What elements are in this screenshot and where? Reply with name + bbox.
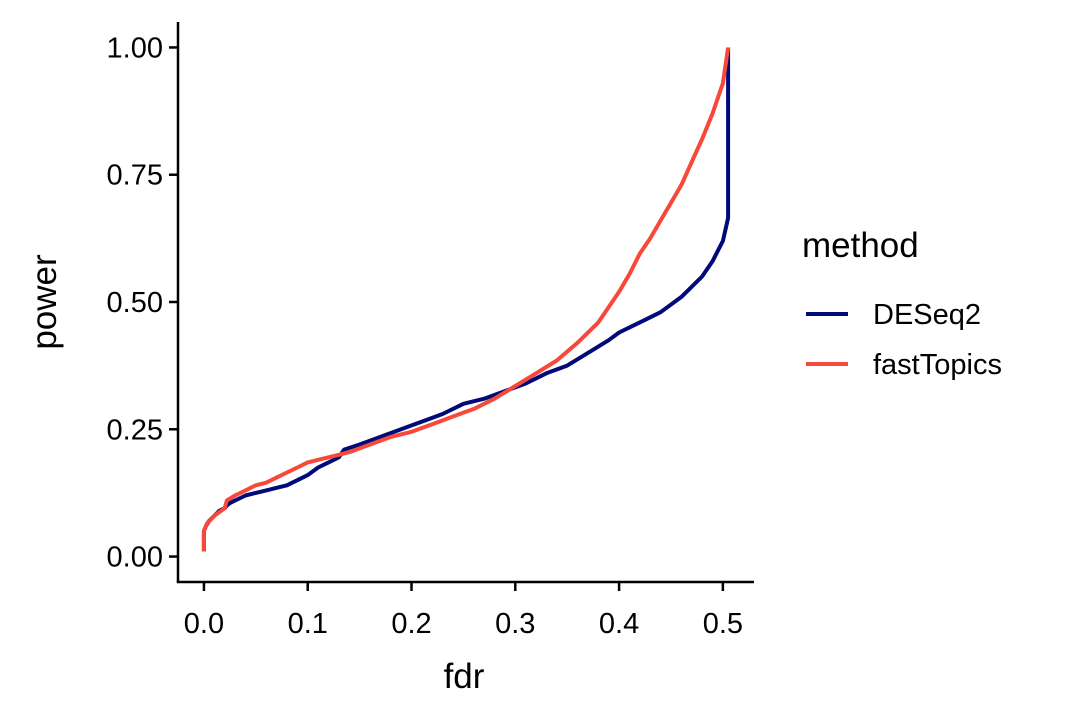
x-ticks: 0.0 0.1 0.2 0.3 0.4 0.5: [184, 582, 743, 640]
legend-label-fasttopics: fastTopics: [873, 349, 1002, 381]
x-tick-label: 0.5: [703, 608, 743, 640]
series-layer: [201, 47, 731, 552]
y-axis-title: power: [25, 254, 64, 350]
y-tick-label: 0.25: [107, 414, 163, 446]
y-tick-label: 0.00: [107, 542, 163, 574]
legend-title: method: [802, 226, 919, 265]
y-tick-label: 0.50: [107, 287, 163, 319]
x-tick-label: 0.0: [184, 608, 224, 640]
y-tick-label: 0.75: [107, 160, 163, 192]
y-ticks: 0.00 0.25 0.50 0.75 1.00: [107, 32, 178, 574]
x-tick-label: 0.3: [495, 608, 535, 640]
x-tick-label: 0.2: [391, 608, 431, 640]
x-tick-label: 0.4: [599, 608, 639, 640]
x-axis-title: fdr: [444, 657, 485, 696]
legend-label-deseq2: DESeq2: [873, 299, 981, 331]
plot-area: 0.00 0.25 0.50 0.75 1.00 0.0 0.1 0.2 0.3 0.4 0.5: [107, 22, 754, 640]
y-tick-label: 1.00: [107, 32, 163, 64]
series-line-fasttopics: [201, 47, 731, 552]
legend: method DESeq2 fastTopics: [802, 226, 1002, 381]
x-tick-label: 0.1: [288, 608, 328, 640]
legend-items: DESeq2 fastTopics: [806, 299, 1002, 381]
